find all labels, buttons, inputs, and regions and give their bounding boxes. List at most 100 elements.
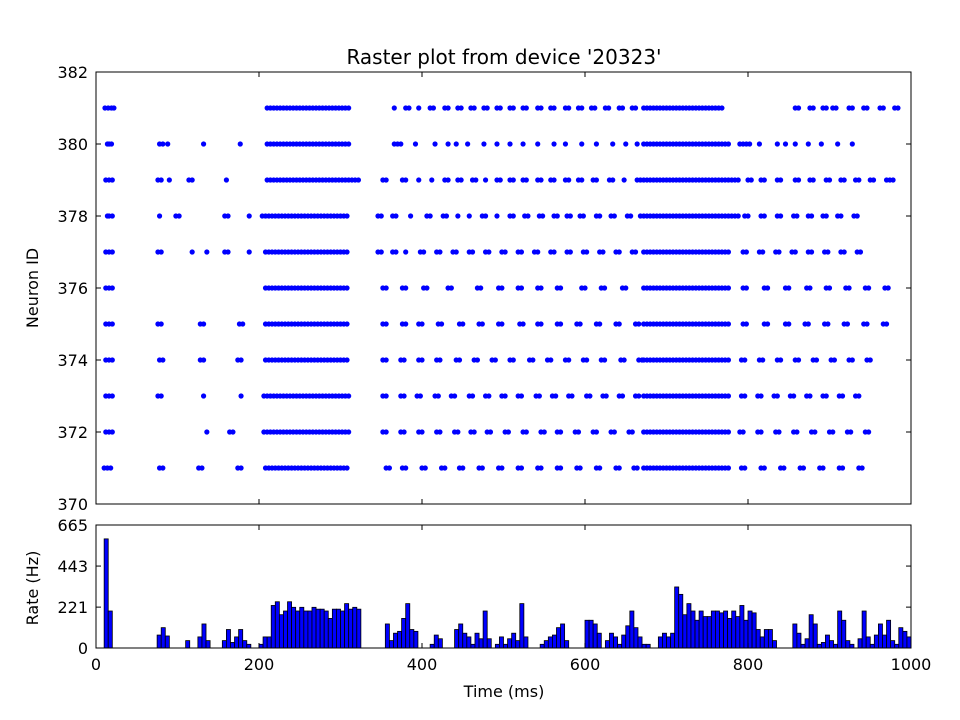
spike-point (584, 357, 590, 363)
spike-point (419, 429, 425, 435)
rate-bar (319, 608, 325, 649)
spike-point (158, 321, 164, 327)
spike-point (593, 177, 600, 183)
spike-point (774, 393, 780, 399)
spike-point (758, 393, 764, 399)
spike-point (160, 357, 166, 363)
spike-point (346, 141, 352, 147)
spike-point (520, 321, 526, 327)
spike-point (600, 249, 606, 255)
spike-point (460, 321, 466, 327)
x-tick-label: 200 (244, 655, 275, 674)
rate-bar (873, 634, 879, 649)
rate-bar (743, 619, 749, 649)
spike-point (557, 321, 564, 327)
spike-point (791, 393, 797, 399)
rate-bar (560, 623, 566, 649)
rate-bars (103, 538, 912, 649)
rate-bar (849, 643, 855, 649)
spike-point (383, 177, 389, 183)
spike-point (473, 177, 479, 183)
rate-bar (384, 623, 390, 649)
raster-axes-frame (95, 71, 912, 505)
rate-bar (344, 603, 350, 649)
spike-point (587, 393, 593, 399)
spike-point (412, 141, 419, 147)
spike-point (494, 141, 500, 147)
spike-point (240, 321, 246, 327)
rate-bar (592, 623, 598, 649)
spike-point (807, 393, 813, 399)
spike-point (510, 105, 516, 111)
spike-point (478, 285, 484, 291)
spike-point (597, 213, 603, 219)
rate-bar (327, 618, 333, 649)
spike-point (422, 465, 428, 471)
spike-point (890, 177, 896, 183)
x-tick-label: 800 (733, 655, 764, 674)
rate-bar (666, 636, 671, 649)
rate-bar (808, 614, 814, 649)
spike-point (200, 393, 207, 399)
spike-point (536, 393, 542, 399)
x-tick-label: 400 (407, 655, 438, 674)
spike-point (818, 141, 824, 147)
rate-bar (735, 616, 741, 649)
spike-point (438, 321, 445, 327)
spike-point (520, 141, 526, 147)
rate-bar (429, 643, 435, 649)
spike-point (109, 393, 115, 399)
spike-point (807, 285, 813, 291)
spike-point (582, 285, 588, 291)
spike-point (455, 213, 461, 219)
spike-point (849, 141, 855, 147)
rate-bar (882, 634, 887, 649)
rate-bar (478, 638, 484, 649)
spike-point (403, 285, 409, 291)
spike-point (800, 465, 807, 471)
spike-point (507, 141, 513, 147)
spike-point (538, 285, 544, 291)
spike-point (538, 465, 544, 471)
spike-point (636, 393, 642, 399)
spike-point (823, 213, 829, 219)
spike-point (455, 429, 461, 435)
spike-point (482, 213, 489, 219)
spike-point (160, 141, 166, 147)
raster-y-tick-label: 372 (57, 423, 88, 442)
spike-point (393, 213, 399, 219)
spike-point (725, 357, 732, 363)
spike-point (442, 465, 448, 471)
spike-point (383, 285, 389, 291)
spike-point (479, 321, 485, 327)
spike-point (551, 141, 557, 147)
spike-point (383, 321, 389, 327)
spike-point (562, 141, 569, 147)
spike-point (502, 393, 508, 399)
spike-point (805, 141, 811, 147)
rate-bar (401, 618, 407, 649)
spike-point (487, 429, 494, 435)
spike-point (725, 465, 732, 471)
spike-point (841, 249, 847, 255)
rate-bar (466, 636, 472, 649)
spike-point (416, 105, 422, 111)
rate-bar (584, 619, 590, 649)
spike-point (204, 429, 210, 435)
spike-point (176, 213, 182, 219)
spike-point (597, 321, 603, 327)
spike-point (156, 213, 163, 219)
rate-bar (869, 643, 875, 649)
rate-bar (547, 636, 553, 649)
spike-point (481, 141, 487, 147)
rate-bar (258, 643, 264, 649)
rate-bar (246, 643, 252, 649)
rate-bar (397, 630, 403, 649)
rate-bar (486, 638, 492, 649)
spike-point (616, 249, 622, 255)
rate-bar (303, 610, 309, 649)
spike-point (383, 357, 389, 363)
spike-point (541, 429, 547, 435)
rate-bar (751, 612, 757, 649)
spike-point (632, 249, 639, 255)
